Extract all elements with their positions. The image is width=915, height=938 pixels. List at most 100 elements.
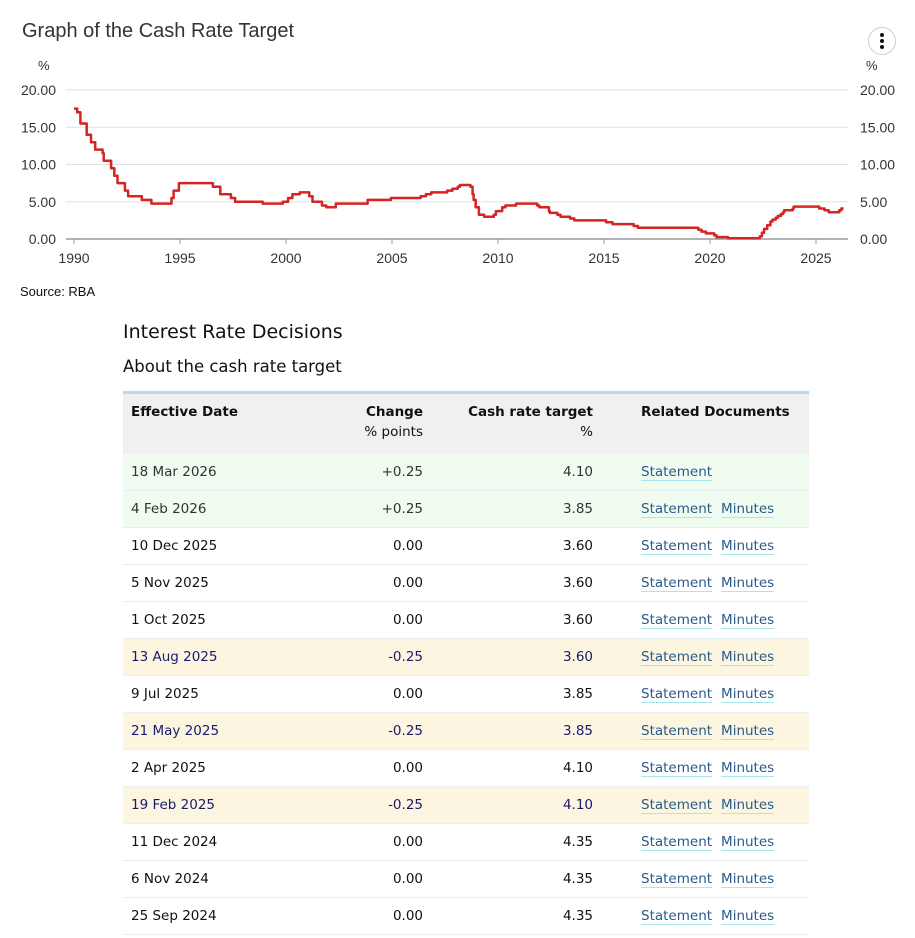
- statement-link[interactable]: Statement: [641, 834, 713, 851]
- x-tick-label: 2005: [376, 250, 407, 266]
- minutes-link[interactable]: Minutes: [721, 575, 775, 592]
- y-tick-label-right: 5.00: [860, 194, 887, 210]
- column-header-effective-date: Effective Date: [123, 392, 299, 454]
- statement-link[interactable]: Statement: [641, 649, 713, 666]
- change-cell: 0.00: [299, 897, 431, 935]
- statement-link[interactable]: Statement: [641, 723, 713, 740]
- effective-date-cell: 9 Jul 2025: [123, 675, 299, 713]
- change-cell: 0.00: [299, 749, 431, 787]
- change-cell: 0.00: [299, 823, 431, 861]
- x-tick-label: 1995: [164, 250, 195, 266]
- table-row: 1 Oct 2025 0.00 3.60 Statement Minutes: [123, 601, 809, 639]
- minutes-link[interactable]: Minutes: [721, 908, 775, 925]
- y-axis-unit-left: %: [38, 58, 50, 73]
- chart-menu-button[interactable]: [868, 27, 896, 55]
- change-cell: -0.25: [299, 712, 431, 750]
- statement-link[interactable]: Statement: [641, 908, 713, 925]
- minutes-link[interactable]: Minutes: [721, 538, 775, 555]
- minutes-link[interactable]: Minutes: [721, 723, 775, 740]
- interest-rate-decisions-section: Interest Rate Decisions About the cash r…: [123, 318, 809, 935]
- axes: 20.00 20.00 15.00 15.00 10.00 10.00 5.00 5.00 0.…: [21, 82, 895, 266]
- table-row: 9 Jul 2025 0.00 3.85 Statement Minutes: [123, 675, 809, 713]
- related-documents-cell: Statement Minutes: [601, 564, 809, 602]
- effective-date-cell: 19 Feb 2025: [123, 786, 299, 824]
- column-label: Effective Date: [131, 404, 238, 420]
- x-tick-label: 2015: [588, 250, 619, 266]
- change-cell: 0.00: [299, 860, 431, 898]
- cash-rate-cell: 4.35: [431, 897, 601, 935]
- x-tick-label: 2010: [482, 250, 513, 266]
- table-row: 2 Apr 2025 0.00 4.10 Statement Minutes: [123, 749, 809, 787]
- column-label: Change: [365, 404, 423, 420]
- minutes-link[interactable]: Minutes: [721, 501, 775, 518]
- section-title: Interest Rate Decisions: [123, 321, 343, 343]
- cash-rate-chart: 20.00 20.00 15.00 15.00 10.00 10.00 5.00 5.00 0.…: [21, 58, 895, 266]
- vertical-ellipsis-icon: [880, 33, 884, 37]
- column-header-change: Change % points: [299, 392, 431, 454]
- statement-link[interactable]: Statement: [641, 871, 713, 888]
- x-tick-label: 2025: [800, 250, 831, 266]
- table-row: 11 Dec 2024 0.00 4.35 Statement Minutes: [123, 823, 809, 861]
- effective-date-cell: 18 Mar 2026: [123, 454, 299, 491]
- table-row: 6 Nov 2024 0.00 4.35 Statement Minutes: [123, 860, 809, 898]
- minutes-link[interactable]: Minutes: [721, 797, 775, 814]
- change-cell: +0.25: [299, 454, 431, 491]
- table-body: 18 Mar 2026 +0.25 4.10 Statement 4 Feb 2026 +…: [123, 454, 809, 935]
- effective-date-cell: 11 Dec 2024: [123, 823, 299, 861]
- statement-link[interactable]: Statement: [641, 464, 713, 481]
- y-tick-label-left: 5.00: [29, 194, 56, 210]
- y-tick-label-left: 0.00: [29, 231, 56, 247]
- minutes-link[interactable]: Minutes: [721, 612, 775, 629]
- table-header-row: Effective Date Change % points Cash rate …: [123, 392, 809, 454]
- table-row: 13 Aug 2025 -0.25 3.60 Statement Minutes: [123, 638, 809, 676]
- x-tick-label: 1990: [58, 250, 89, 266]
- change-cell: 0.00: [299, 564, 431, 602]
- minutes-link[interactable]: Minutes: [721, 871, 775, 888]
- cash-rate-cell: 3.60: [431, 564, 601, 602]
- cash-rate-cell: 4.10: [431, 454, 601, 491]
- effective-date-cell: 21 May 2025: [123, 712, 299, 750]
- series-layer: [74, 107, 844, 240]
- statement-link[interactable]: Statement: [641, 538, 713, 555]
- table-row: 10 Dec 2025 0.00 3.60 Statement Minutes: [123, 527, 809, 565]
- table-row: 19 Feb 2025 -0.25 4.10 Statement Minutes: [123, 786, 809, 824]
- table-row: 21 May 2025 -0.25 3.85 Statement Minutes: [123, 712, 809, 750]
- effective-date-cell: 1 Oct 2025: [123, 601, 299, 639]
- statement-link[interactable]: Statement: [641, 612, 713, 629]
- change-cell: -0.25: [299, 786, 431, 824]
- grid-lines: [66, 89, 848, 203]
- ellipsis-dot: [880, 45, 884, 49]
- table-row: 4 Feb 2026 +0.25 3.85 Statement Minutes: [123, 490, 809, 528]
- minutes-link[interactable]: Minutes: [721, 760, 775, 777]
- statement-link[interactable]: Statement: [641, 686, 713, 703]
- effective-date-cell: 10 Dec 2025: [123, 527, 299, 565]
- related-documents-cell: Statement Minutes: [601, 490, 809, 528]
- y-tick-label-left: 20.00: [21, 82, 56, 98]
- cash-rate-cell: 4.35: [431, 860, 601, 898]
- minutes-link[interactable]: Minutes: [721, 649, 775, 666]
- related-documents-cell: Statement: [601, 454, 809, 491]
- y-tick-label-left: 10.00: [21, 157, 56, 173]
- column-header-cash-rate: Cash rate target%: [431, 392, 601, 454]
- statement-link[interactable]: Statement: [641, 575, 713, 592]
- change-cell: +0.25: [299, 490, 431, 528]
- column-label: Related Documents: [641, 404, 790, 420]
- minutes-link[interactable]: Minutes: [721, 686, 775, 703]
- y-axis-unit-right: %: [866, 58, 878, 73]
- statement-link[interactable]: Statement: [641, 797, 713, 814]
- interest-rate-decisions-table: Effective Date Change % points Cash rate …: [123, 391, 809, 935]
- y-tick-label-right: 0.00: [860, 231, 887, 247]
- column-unit: % points: [364, 424, 423, 440]
- statement-link[interactable]: Statement: [641, 760, 713, 777]
- related-documents-cell: Statement Minutes: [601, 897, 809, 935]
- y-tick-label-right: 10.00: [860, 157, 895, 173]
- minutes-link[interactable]: Minutes: [721, 834, 775, 851]
- y-tick-label-left: 15.00: [21, 119, 56, 135]
- statement-link[interactable]: Statement: [641, 501, 713, 518]
- change-cell: -0.25: [299, 638, 431, 676]
- effective-date-cell: 13 Aug 2025: [123, 638, 299, 676]
- related-documents-cell: Statement Minutes: [601, 601, 809, 639]
- table-row: 5 Nov 2025 0.00 3.60 Statement Minutes: [123, 564, 809, 602]
- x-tick-label: 2020: [694, 250, 725, 266]
- cash-rate-cell: 3.60: [431, 638, 601, 676]
